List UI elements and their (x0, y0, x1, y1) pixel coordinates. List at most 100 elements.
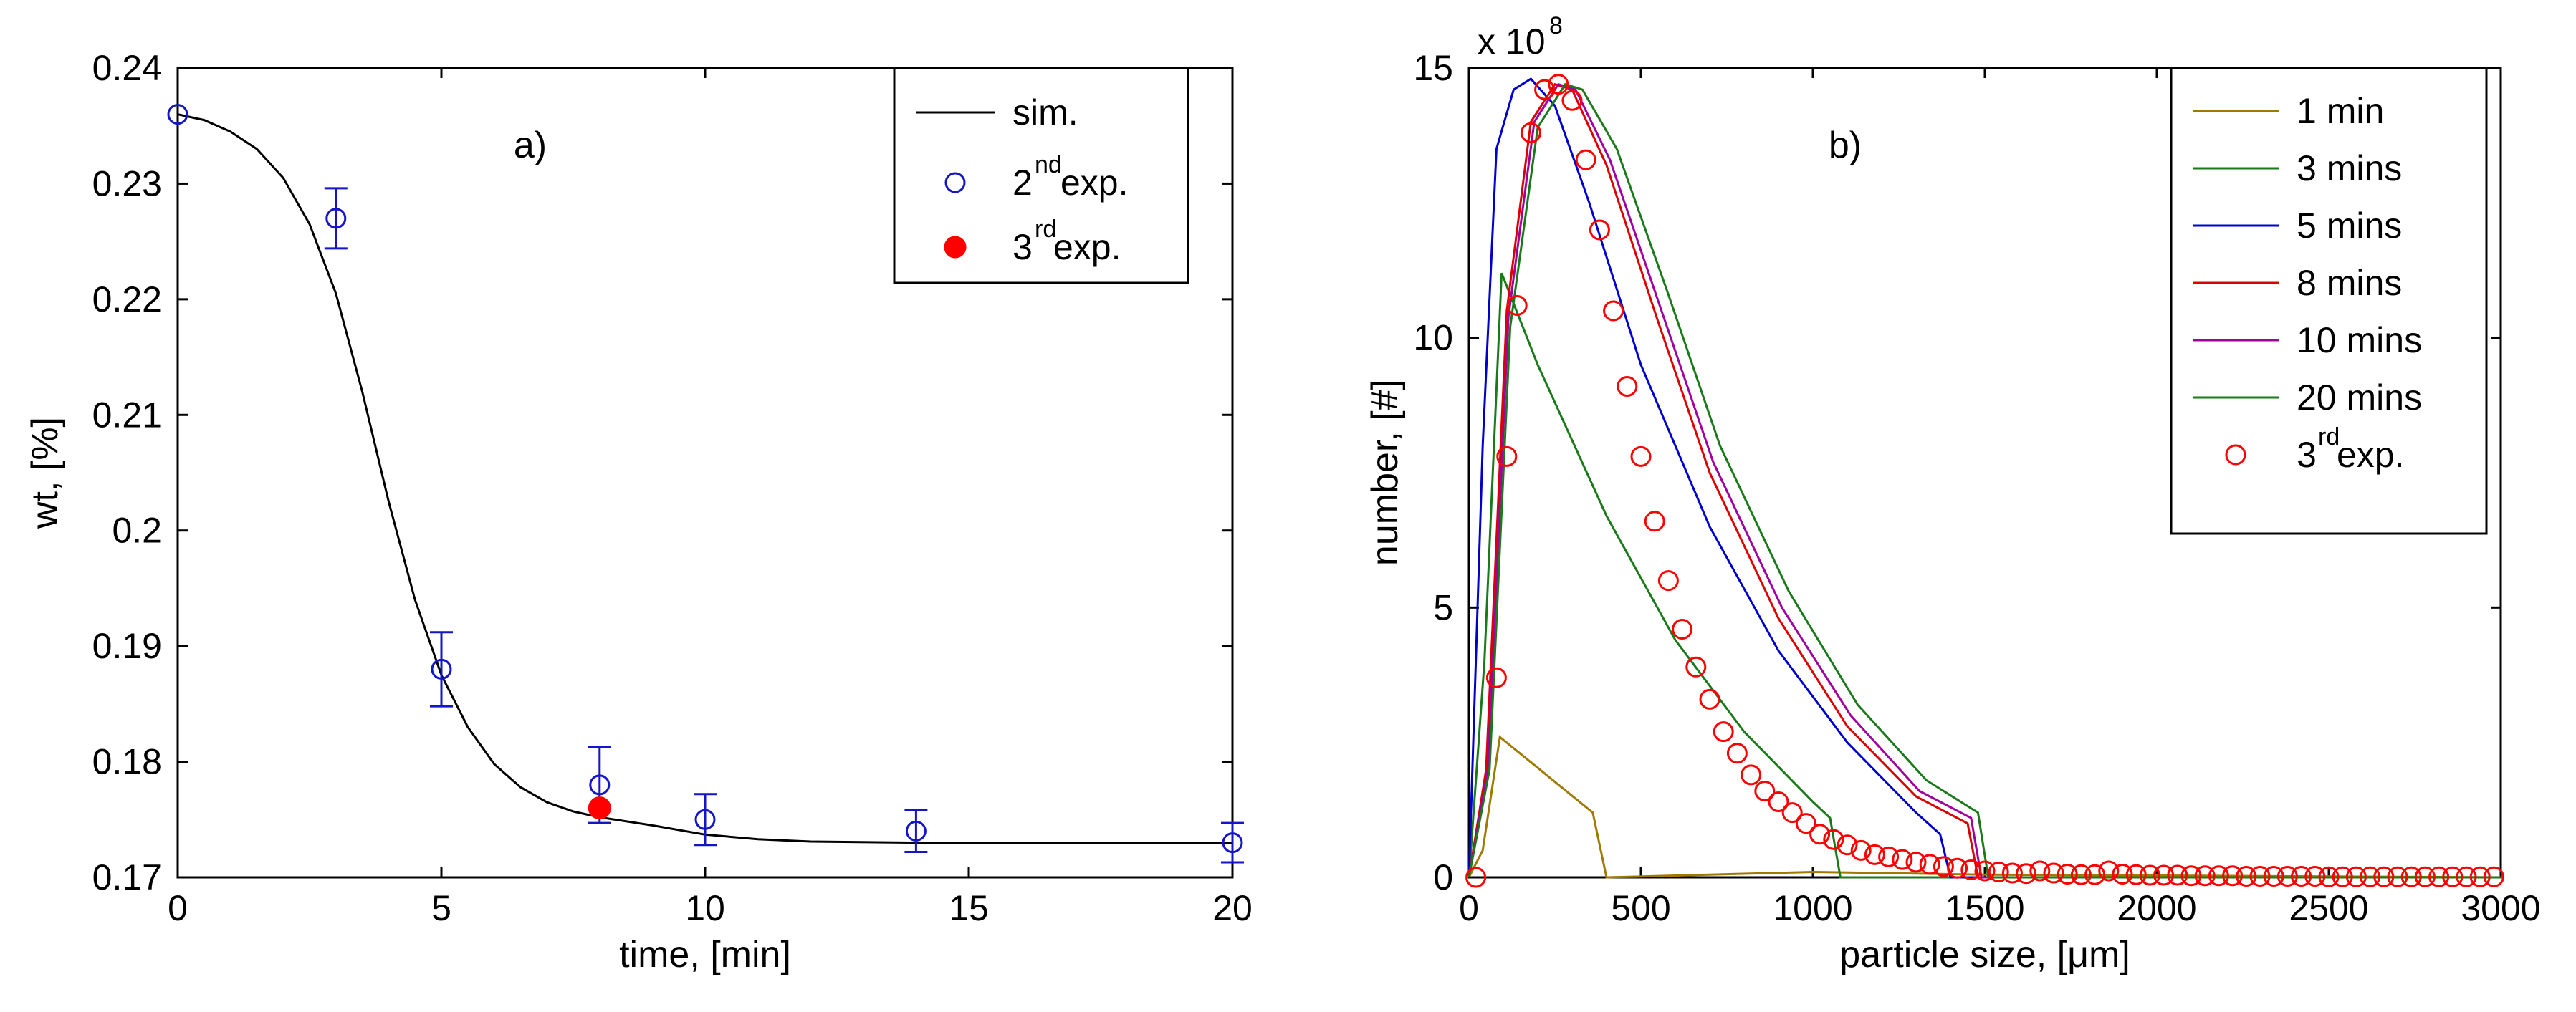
legend-label-8-mins: 8 mins (2297, 263, 2402, 303)
data-point-3rd-exp-b (1465, 867, 1487, 888)
x-tick-label-a: 15 (949, 888, 989, 928)
data-point-3rd-exp-b (1485, 667, 1507, 688)
data-point-3rd-exp-b (2222, 865, 2244, 887)
data-point-3rd-exp-b (2318, 866, 2340, 887)
data-point-3rd-exp-b (2291, 865, 2312, 887)
x-axis-label-b-part: m] (2089, 934, 2130, 975)
chart-panel-b: 0 500 1000 1500 2000 2500 3000 0 5 10 15 x 10 8 parti… (1364, 12, 2541, 975)
legend-label-10-mins: 10 mins (2297, 320, 2422, 360)
y-axis-label-a: wt, [%] (24, 417, 66, 529)
data-point-3rd-exp-b (1726, 743, 1748, 764)
data-point-3rd-exp-b (2483, 866, 2504, 887)
data-point-3rd-exp-b (1754, 780, 1776, 801)
legend-a (893, 67, 1189, 284)
x-tick-label-a: 0 (168, 888, 188, 928)
data-point-3rd-exp-b (2428, 866, 2450, 887)
data-point-3rd-exp-b (2016, 863, 2037, 885)
data-point-3rd-exp-b (2414, 866, 2436, 887)
data-point-3rd-exp-b (2167, 864, 2188, 886)
legend-suffix-3rd-exp-b: exp. (2337, 435, 2405, 475)
y-tick-label-a: 0.19 (92, 626, 162, 666)
data-point-3rd-exp-b (1506, 294, 1528, 316)
data-point-3rd-exp-b (1630, 445, 1652, 467)
x-tick-label-a: 5 (431, 888, 451, 928)
data-point-3rd-exp-b (2029, 860, 2051, 882)
legend-b (2170, 67, 2488, 535)
y-tick-label-b: 5 (1433, 587, 1453, 627)
data-point-3rd-exp-b (2153, 864, 2175, 886)
y-tick-label-a: 0.17 (92, 857, 162, 897)
data-point-3rd-exp-b (1657, 570, 1679, 592)
data-point-3rd-exp-b (1672, 618, 1693, 640)
series-line-10-mins (1467, 82, 2501, 879)
legend-suffix-3rd-exp: exp. (1053, 227, 1121, 267)
data-point-3rd-exp-b (1741, 764, 1762, 786)
series-line-8-mins (1467, 82, 2501, 879)
data-point-3rd-exp-b (1837, 834, 1858, 856)
data-point-3rd-exp-b (2057, 863, 2078, 885)
data-point-3rd-exp-b (2276, 865, 2298, 887)
legend-sup-3rd-exp-b: rd (2318, 423, 2340, 450)
data-point-3rd-exp-b (2373, 866, 2395, 887)
data-point-3rd-exp-b (1933, 856, 1954, 877)
data-point-3rd-exp-b (1520, 122, 1541, 143)
data-point-2nd-exp (325, 208, 347, 229)
data-point-3rd-exp-b (2125, 864, 2147, 885)
x-tick-label-a: 10 (685, 888, 725, 928)
data-point-3rd-exp-b (1850, 839, 1872, 861)
data-point-3rd-exp-b (2442, 866, 2464, 887)
legend-label-3-mins: 3 mins (2297, 148, 2402, 188)
data-point-3rd-exp-b (2263, 865, 2284, 887)
exponent-power-b: 8 (1549, 12, 1563, 39)
data-point-3rd-exp-b (1496, 445, 1518, 467)
data-point-3rd-exp-b (2112, 863, 2133, 885)
x-tick-label-b: 500 (1611, 888, 1670, 928)
legend-label-3rd-exp-b: 3 (2297, 435, 2317, 475)
series-sim-line (177, 113, 1232, 844)
x-axis-label-b-part: particle size, [ (1839, 934, 2067, 975)
data-point-3rd-exp (588, 796, 611, 820)
data-point-3rd-exp-b (1809, 824, 1831, 845)
y-tick-label-b: 10 (1413, 318, 1453, 358)
legend-label-20-mins: 20 mins (2297, 377, 2422, 418)
data-point-3rd-exp-b (1603, 300, 1624, 322)
y-tick-label-a: 0.21 (92, 395, 162, 435)
data-point-3rd-exp-b (1713, 721, 1734, 743)
data-point-3rd-exp-b (2249, 865, 2271, 887)
data-point-3rd-exp-b (1919, 854, 1940, 875)
data-point-3rd-exp-b (1617, 375, 1638, 397)
series-line-5-mins (1467, 77, 2501, 879)
data-point-2nd-exp (589, 774, 611, 796)
x-tick-label-b: 0 (1459, 888, 1479, 928)
exponent-label-b: x 10 (1478, 21, 1546, 62)
data-point-3rd-exp-b (2332, 866, 2353, 887)
data-point-3rd-exp-b (2043, 862, 2064, 884)
x-tick-label-a: 20 (1212, 888, 1253, 928)
data-point-3rd-exp-b (1960, 859, 1982, 880)
data-point-3rd-exp-b (2194, 865, 2216, 887)
data-point-2nd-exp (1222, 832, 1243, 854)
y-tick-label-a: 0.2 (112, 511, 162, 551)
series-line-20-mins (1467, 82, 2501, 879)
data-point-3rd-exp-b (1974, 860, 1996, 882)
y-tick-label-b: 0 (1433, 857, 1453, 897)
data-point-3rd-exp-b (1589, 219, 1610, 241)
legend-label-2nd-exp: 2 (1012, 163, 1033, 203)
data-point-3rd-exp-b (1644, 511, 1665, 532)
y-tick-label-a: 0.24 (92, 48, 162, 88)
data-point-2nd-exp (694, 809, 716, 830)
data-point-3rd-exp-b (2345, 866, 2367, 887)
data-point-3rd-exp-b (1575, 149, 1596, 170)
panel-label-a: a) (514, 125, 547, 166)
legend-label-3rd-exp: 3 (1012, 227, 1033, 267)
y-tick-label-a: 0.23 (92, 163, 162, 203)
legend-swatch-2nd-exp (944, 172, 966, 193)
series-line-1-min (1467, 735, 2501, 879)
data-point-3rd-exp-b (2180, 865, 2202, 887)
data-point-3rd-exp-b (1823, 829, 1844, 850)
data-point-3rd-exp-b (2387, 866, 2408, 887)
data-point-3rd-exp-b (2304, 865, 2326, 887)
x-tick-label-b: 1500 (1945, 888, 2024, 928)
data-point-3rd-exp-b (1878, 846, 1900, 867)
data-point-3rd-exp-b (2456, 866, 2477, 887)
